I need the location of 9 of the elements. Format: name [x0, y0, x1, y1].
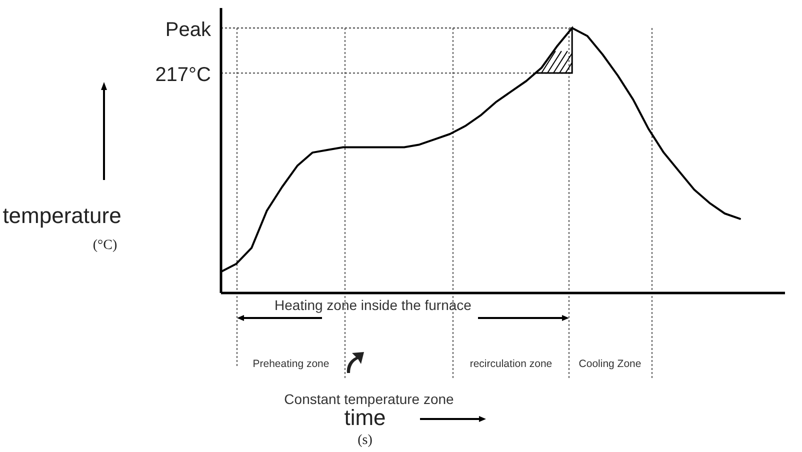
ref-line-label: Peak	[165, 19, 212, 41]
text: Preheating zone	[252, 358, 330, 370]
ref-line-label: 217°C	[155, 64, 211, 86]
text: Constant temperature zone	[284, 391, 454, 407]
y-axis-title: temperature (°C)	[2, 203, 122, 253]
text: recirculation zone	[470, 358, 552, 370]
text: time (s)	[344, 405, 386, 448]
text: Heating zone inside the furnace	[274, 297, 472, 313]
text: Cooling Zone	[578, 358, 642, 370]
